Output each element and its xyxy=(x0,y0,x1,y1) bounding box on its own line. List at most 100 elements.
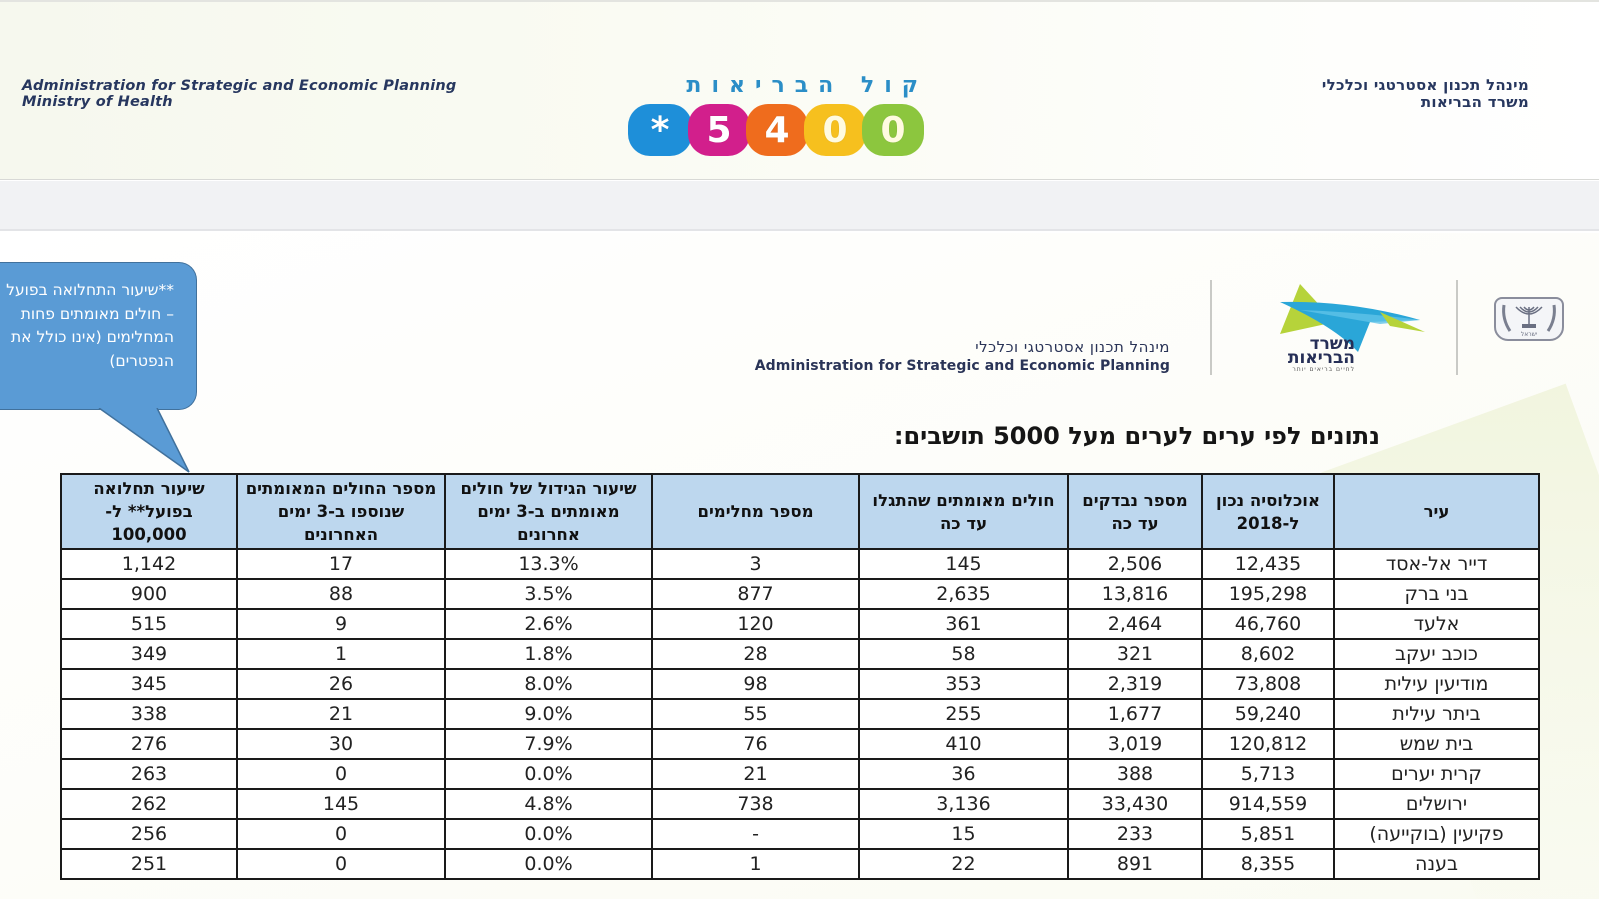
cell-city: ביתר עילית xyxy=(1333,698,1540,730)
cell-growth-rate: 3.5% xyxy=(444,578,653,610)
cell-confirmed: 2,635 xyxy=(858,578,1069,610)
column-header-city: עיר xyxy=(1333,473,1540,550)
table-row: אלעד 46,760 2,464 361 120 2.6% 9 515 xyxy=(60,608,1540,640)
ministry-of-health-logo: משרד הבריאות לחיים בריאים יותר xyxy=(1240,282,1430,376)
cell-tested: 33,430 xyxy=(1067,788,1203,820)
logo-divider xyxy=(1456,280,1458,375)
cell-morbidity-rate: 256 xyxy=(60,818,238,850)
cell-population: 8,602 xyxy=(1201,638,1335,670)
cell-tested: 388 xyxy=(1067,758,1203,790)
table-row: מודיעין עילית 73,808 2,319 353 98 8.0% 2… xyxy=(60,668,1540,700)
cell-recovered: 3 xyxy=(651,548,860,580)
cell-new-cases: 21 xyxy=(236,698,446,730)
top-banner: Administration for Strategic and Economi… xyxy=(0,0,1599,180)
cell-confirmed: 410 xyxy=(858,728,1069,760)
cell-tested: 2,464 xyxy=(1067,608,1203,640)
cell-confirmed: 36 xyxy=(858,758,1069,790)
cell-population: 195,298 xyxy=(1201,578,1335,610)
cell-confirmed: 3,136 xyxy=(858,788,1069,820)
column-header-growth-rate: שיעור הגידול של חולים מאומתים ב-3 ימים א… xyxy=(444,473,653,550)
cell-population: 5,713 xyxy=(1201,758,1335,790)
cell-tested: 1,677 xyxy=(1067,698,1203,730)
table-row: בענה 8,355 891 22 1 0.0% 0 251 xyxy=(60,848,1540,880)
cell-recovered: 120 xyxy=(651,608,860,640)
cell-recovered: 738 xyxy=(651,788,860,820)
cell-confirmed: 22 xyxy=(858,848,1069,880)
cell-tested: 321 xyxy=(1067,638,1203,670)
kol-logo-tiles: * 5 4 0 0 xyxy=(628,104,924,156)
cell-growth-rate: 8.0% xyxy=(444,668,653,700)
cell-population: 914,559 xyxy=(1201,788,1335,820)
banner-hebrew-line-1: מינהל תכנון אסטרטגי וכלכלי xyxy=(1321,76,1529,94)
state-emblem-icon: ישראל xyxy=(1494,297,1564,341)
moh-logo-tagline: לחיים בריאים יותר xyxy=(1292,366,1355,373)
cell-city: ירושלים xyxy=(1333,788,1540,820)
slide-subheader-hebrew: מינהל תכנון אסטרטגי וכלכלי xyxy=(975,338,1170,356)
banner-hebrew-line-2: משרד הבריאות xyxy=(1420,93,1529,111)
cell-growth-rate: 7.9% xyxy=(444,728,653,760)
cell-new-cases: 1 xyxy=(236,638,446,670)
cell-confirmed: 353 xyxy=(858,668,1069,700)
cell-population: 46,760 xyxy=(1201,608,1335,640)
cell-morbidity-rate: 515 xyxy=(60,608,238,640)
cell-confirmed: 361 xyxy=(858,608,1069,640)
footnote-callout: **שיעור התחלואה בפועל – חולים מאומתים פח… xyxy=(0,262,197,410)
cell-growth-rate: 13.3% xyxy=(444,548,653,580)
table-header-row: עיר אוכלוסיה נכון ל-2018 מספר נבדקים עד … xyxy=(60,473,1540,550)
cell-recovered: 55 xyxy=(651,698,860,730)
cell-morbidity-rate: 276 xyxy=(60,728,238,760)
table-row: ירושלים 914,559 33,430 3,136 738 4.8% 14… xyxy=(60,788,1540,820)
cell-recovered: 21 xyxy=(651,758,860,790)
cell-recovered: 877 xyxy=(651,578,860,610)
cell-morbidity-rate: 262 xyxy=(60,788,238,820)
slide-subheader-english: Administration for Strategic and Economi… xyxy=(754,358,1170,374)
cell-population: 12,435 xyxy=(1201,548,1335,580)
cell-growth-rate: 2.6% xyxy=(444,608,653,640)
cell-growth-rate: 9.0% xyxy=(444,698,653,730)
cell-morbidity-rate: 263 xyxy=(60,758,238,790)
cell-recovered: 98 xyxy=(651,668,860,700)
banner-english-org: Administration for Strategic and Economi… xyxy=(22,78,457,110)
cell-population: 8,355 xyxy=(1201,848,1335,880)
logo-tile-4: 4 xyxy=(746,104,808,156)
cell-morbidity-rate: 1,142 xyxy=(60,548,238,580)
cell-new-cases: 0 xyxy=(236,848,446,880)
logo-tile-star: * xyxy=(628,104,692,156)
cell-morbidity-rate: 349 xyxy=(60,638,238,670)
cell-tested: 891 xyxy=(1067,848,1203,880)
cell-recovered: 1 xyxy=(651,848,860,880)
moh-star-swoosh-icon xyxy=(1280,284,1425,352)
cell-city: פקיעין (בוקייעה) xyxy=(1333,818,1540,850)
banner-english-line-1: Administration for Strategic and Economi… xyxy=(22,78,457,94)
cell-growth-rate: 4.8% xyxy=(444,788,653,820)
banner-hebrew-org: מינהל תכנון אסטרטגי וכלכלי משרד הבריאות xyxy=(1322,77,1529,111)
table-row: דייר אל-אסד 12,435 2,506 145 3 13.3% 17 … xyxy=(60,548,1540,580)
banner-english-line-2: Ministry of Health xyxy=(22,94,173,110)
callout-pointer xyxy=(98,408,190,473)
table-row: ביתר עילית 59,240 1,677 255 55 9.0% 21 3… xyxy=(60,698,1540,730)
cell-new-cases: 0 xyxy=(236,758,446,790)
cell-growth-rate: 0.0% xyxy=(444,758,653,790)
column-header-new-cases: מספר החולים המאומתים שנוספו ב-3 ימים האח… xyxy=(236,473,446,550)
callout-text: **שיעור התחלואה בפועל – חולים מאומתים פח… xyxy=(6,281,174,370)
kol-logo-title: קול הבריאות xyxy=(686,73,928,98)
cities-data-table: עיר אוכלוסיה נכון ל-2018 מספר נבדקים עד … xyxy=(60,473,1540,880)
cell-growth-rate: 0.0% xyxy=(444,818,653,850)
cell-city: בענה xyxy=(1333,848,1540,880)
cell-confirmed: 15 xyxy=(858,818,1069,850)
table-row: בני ברק 195,298 13,816 2,635 877 3.5% 88… xyxy=(60,578,1540,610)
cell-population: 73,808 xyxy=(1201,668,1335,700)
table-row: קרית יערים 5,713 388 36 21 0.0% 0 263 xyxy=(60,758,1540,790)
column-header-recovered: מספר מחלימים xyxy=(651,473,860,550)
cell-population: 59,240 xyxy=(1201,698,1335,730)
cell-population: 120,812 xyxy=(1201,728,1335,760)
moh-logo-name: משרד הבריאות xyxy=(1287,334,1355,368)
cell-confirmed: 145 xyxy=(858,548,1069,580)
cell-new-cases: 145 xyxy=(236,788,446,820)
kol-habriut-logo: קול הבריאות * 5 4 0 0 xyxy=(628,74,928,158)
cell-city: כוכב יעקב xyxy=(1333,638,1540,670)
cell-morbidity-rate: 345 xyxy=(60,668,238,700)
cell-tested: 2,319 xyxy=(1067,668,1203,700)
table-row: פקיעין (בוקייעה) 5,851 233 15 - 0.0% 0 2… xyxy=(60,818,1540,850)
menorah-icon: ישראל xyxy=(1502,304,1556,338)
